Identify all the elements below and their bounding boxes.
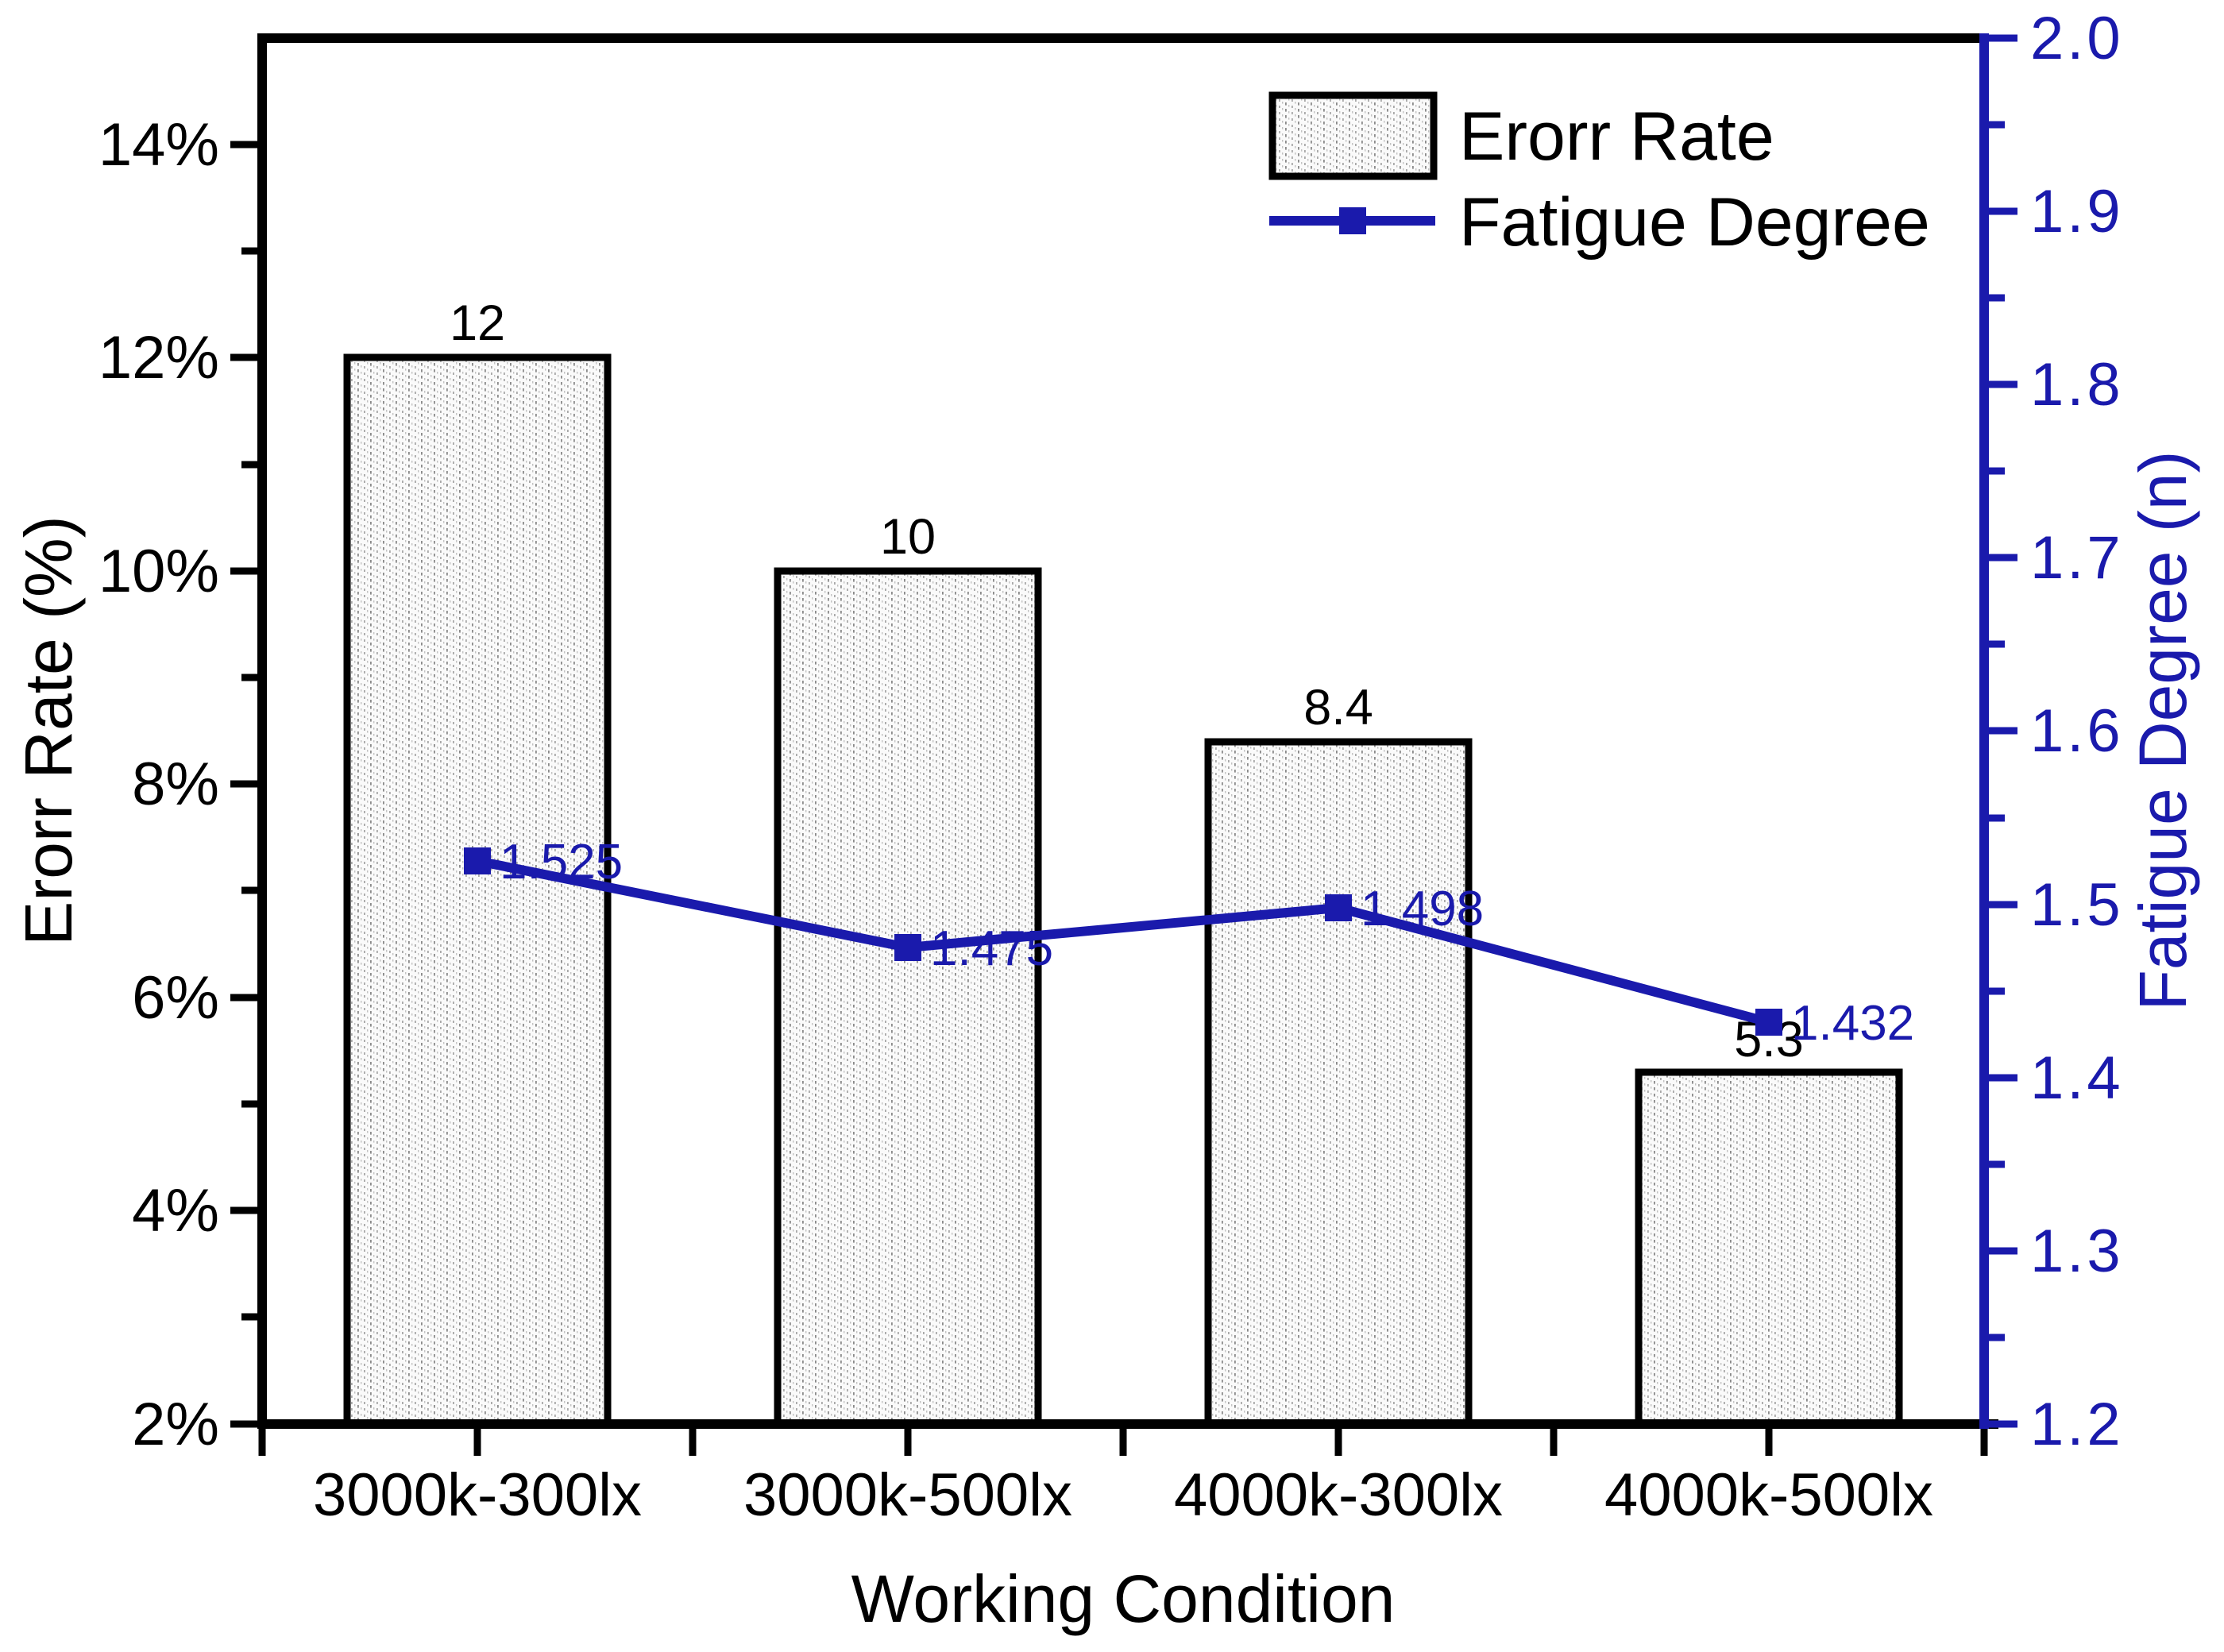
- right-axis-minor-ticks: [1989, 121, 2005, 1341]
- cat-label-4: 4000k-500lx: [1604, 1461, 1933, 1529]
- right-tick-1.6: 1.6: [2030, 697, 2124, 765]
- fatigue-line: [476, 856, 1770, 1027]
- legend-entry-fatigue-degree: Fatigue Degree: [1269, 184, 1930, 261]
- left-axis-title: Erorr Rate (%): [11, 515, 86, 945]
- legend-label-erorr-rate: Erorr Rate: [1459, 98, 1774, 175]
- right-tick-1.9: 1.9: [2030, 178, 2124, 245]
- left-tick-14: 14%: [98, 111, 219, 179]
- right-tick-1.7: 1.7: [2030, 524, 2124, 592]
- bar-label-2: 10: [880, 509, 936, 565]
- right-axis-title: Fatigue Degree (n): [2126, 450, 2200, 1010]
- bar-value-labels: 12 10 8.4 5.3: [450, 295, 1804, 1067]
- bar-4000k-300lx: [1204, 738, 1473, 1428]
- legend-label-fatigue-degree: Fatigue Degree: [1459, 184, 1930, 261]
- legend-entry-erorr-rate: Erorr Rate: [1268, 91, 1774, 180]
- right-tick-1.3: 1.3: [2030, 1218, 2124, 1285]
- cat-label-2: 3000k-500lx: [743, 1461, 1072, 1529]
- right-tick-1.8: 1.8: [2030, 351, 2124, 419]
- x-axis-title: Working Condition: [851, 1561, 1396, 1636]
- cat-label-1: 3000k-300lx: [313, 1461, 642, 1529]
- x-category-labels: 3000k-300lx 3000k-500lx 4000k-300lx 4000…: [313, 1461, 1933, 1529]
- point-value-labels: 1.525 1.475 1.498 1.432: [500, 835, 1914, 1051]
- plot-frame: [257, 33, 1998, 1429]
- bar-3000k-300lx: [343, 353, 612, 1428]
- marker-point-3: [1325, 894, 1352, 921]
- bar-4000k-500lx: [1635, 1068, 1903, 1428]
- point-label-4: 1.432: [1791, 996, 1914, 1051]
- right-tick-1.4: 1.4: [2030, 1044, 2124, 1112]
- bar-series-erorr-rate: [343, 353, 1903, 1428]
- right-axis-tick-labels: 2.0 1.9 1.8 1.7 1.6 1.5 1.4 1.3 1.2: [2030, 5, 2124, 1458]
- legend: Erorr Rate Fatigue Degree: [1268, 91, 1930, 261]
- legend-bar-swatch: [1268, 91, 1438, 180]
- right-tick-1.5: 1.5: [2030, 871, 2124, 939]
- right-tick-1.2: 1.2: [2030, 1391, 2124, 1458]
- point-label-3: 1.498: [1361, 882, 1484, 936]
- right-tick-2.0: 2.0: [2030, 5, 2124, 72]
- left-axis-minor-ticks: [241, 247, 257, 1321]
- left-axis-tick-labels: 14% 12% 10% 8% 6% 4% 2%: [98, 111, 219, 1458]
- left-tick-10: 10%: [98, 538, 219, 605]
- left-tick-2: 2%: [132, 1391, 219, 1458]
- left-tick-12: 12%: [98, 324, 219, 392]
- marker-point-4: [1755, 1009, 1782, 1036]
- bottom-axis-ticks: [258, 1429, 1988, 1456]
- bar-label-1: 12: [450, 295, 505, 351]
- point-label-2: 1.475: [930, 921, 1053, 976]
- left-tick-6: 6%: [132, 964, 219, 1032]
- bar-3000k-500lx: [774, 567, 1042, 1428]
- left-tick-4: 4%: [132, 1177, 219, 1245]
- legend-square-marker: [1339, 207, 1366, 234]
- left-tick-8: 8%: [132, 751, 219, 818]
- left-axis-major-ticks: [230, 141, 257, 1428]
- right-axis-major-ticks: [1989, 34, 2017, 1428]
- line-series-fatigue-degree: [464, 847, 1782, 1036]
- bar-label-3: 8.4: [1303, 680, 1373, 735]
- point-label-1: 1.525: [500, 835, 623, 890]
- cat-label-3: 4000k-300lx: [1174, 1461, 1503, 1529]
- marker-point-2: [894, 934, 921, 961]
- marker-point-1: [464, 847, 491, 874]
